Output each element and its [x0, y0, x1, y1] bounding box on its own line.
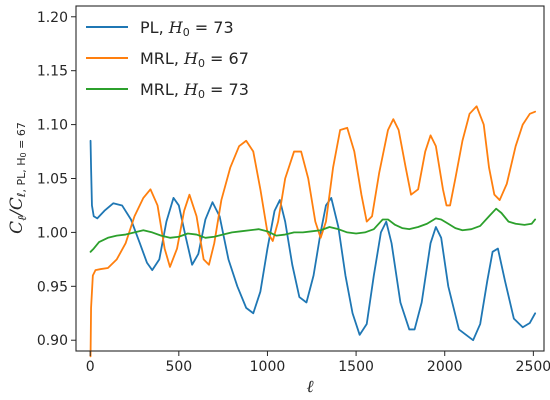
x-tick-label-0: 0	[86, 359, 95, 375]
y-label-sub-l: ℓ	[15, 216, 29, 221]
x-tick-label-1: 500	[165, 359, 192, 375]
y-label-sub-ref-idx: 0	[19, 152, 28, 157]
x-ticks: 0 500 1000 1500 2000 2500	[86, 351, 550, 375]
x-tick-label-5: 2500	[516, 359, 550, 375]
plot-lines	[89, 105, 537, 358]
y-label-sub-ref-val: = 67	[15, 122, 28, 152]
y-tick-label-2: 1.00	[37, 225, 68, 241]
legend-label-2: MRL, H0 = 73	[140, 80, 249, 101]
y-tick-label-4: 1.10	[37, 118, 68, 134]
legend-label-1: MRL, H0 = 67	[140, 49, 249, 70]
y-ticks: 0.90 0.95 1.00 1.05 1.10 1.15 1.20	[37, 10, 76, 349]
legend: PL, H0 = 73 MRL, H0 = 67 MRL, H0 = 73	[86, 18, 249, 101]
legend-label-0: PL, H0 = 73	[140, 18, 234, 39]
svg-text:Cℓ/Cℓ, PL, H0 = 67: Cℓ/Cℓ, PL, H0 = 67	[7, 122, 29, 234]
y-label-c2: C	[7, 197, 27, 210]
y-label-sub-ref: ℓ, PL, H	[15, 157, 28, 198]
y-tick-label-1: 0.95	[37, 279, 68, 295]
y-axis-label: Cℓ/Cℓ, PL, H0 = 67	[7, 122, 29, 234]
x-tick-label-2: 1000	[250, 359, 286, 375]
y-label-slash: /	[7, 208, 27, 218]
y-tick-label-0: 0.90	[37, 333, 68, 349]
y-label-c: C	[7, 221, 27, 234]
y-tick-label-5: 1.15	[37, 64, 68, 80]
x-axis-label: ℓ	[306, 377, 313, 397]
series-line-2	[89, 207, 537, 253]
x-tick-label-4: 2000	[427, 359, 463, 375]
series-line-0	[89, 139, 537, 342]
y-tick-label-3: 1.05	[37, 172, 68, 188]
x-tick-label-3: 1500	[338, 359, 374, 375]
y-tick-label-6: 1.20	[37, 10, 68, 26]
